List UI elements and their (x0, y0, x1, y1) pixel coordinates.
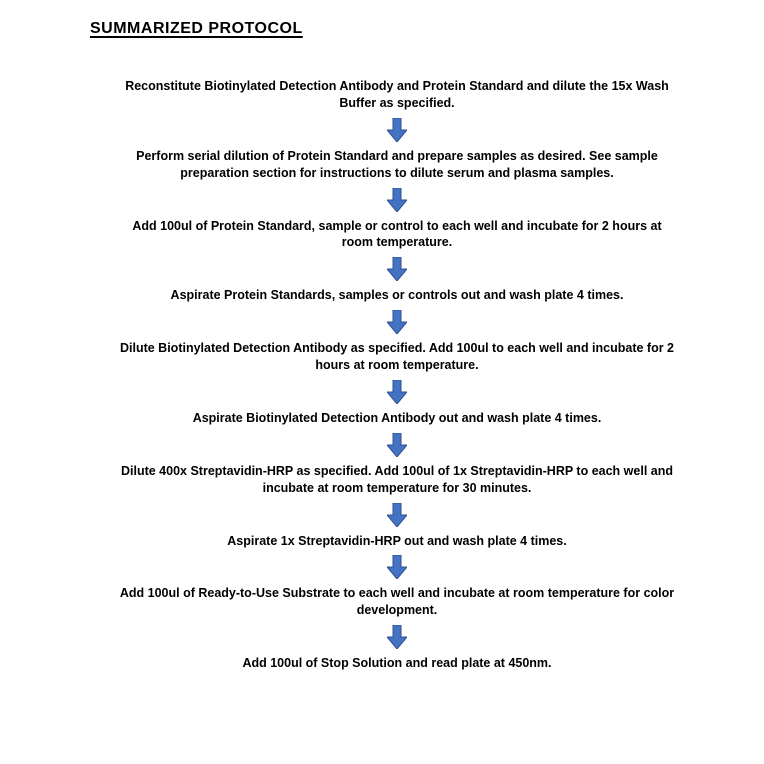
protocol-step: Aspirate Biotinylated Detection Antibody… (193, 410, 602, 427)
down-arrow-icon (387, 112, 407, 148)
protocol-step: Aspirate Protein Standards, samples or c… (171, 287, 624, 304)
down-arrow-icon (387, 427, 407, 463)
down-arrow-icon (387, 619, 407, 655)
page-title: SUMMARIZED PROTOCOL (90, 20, 704, 38)
protocol-step: Dilute Biotinylated Detection Antibody a… (117, 340, 677, 374)
down-arrow-icon (387, 549, 407, 585)
protocol-step: Reconstitute Biotinylated Detection Anti… (117, 78, 677, 112)
down-arrow-icon (387, 182, 407, 218)
protocol-step: Dilute 400x Streptavidin-HRP as specifie… (117, 463, 677, 497)
protocol-flow: Reconstitute Biotinylated Detection Anti… (90, 78, 704, 672)
protocol-step: Perform serial dilution of Protein Stand… (117, 148, 677, 182)
protocol-step: Add 100ul of Ready-to-Use Substrate to e… (117, 585, 677, 619)
down-arrow-icon (387, 497, 407, 533)
protocol-step: Aspirate 1x Streptavidin-HRP out and was… (227, 533, 566, 550)
protocol-step: Add 100ul of Stop Solution and read plat… (242, 655, 551, 672)
down-arrow-icon (387, 251, 407, 287)
protocol-step: Add 100ul of Protein Standard, sample or… (117, 218, 677, 252)
down-arrow-icon (387, 304, 407, 340)
down-arrow-icon (387, 374, 407, 410)
protocol-page: SUMMARIZED PROTOCOL Reconstitute Biotiny… (0, 0, 764, 682)
